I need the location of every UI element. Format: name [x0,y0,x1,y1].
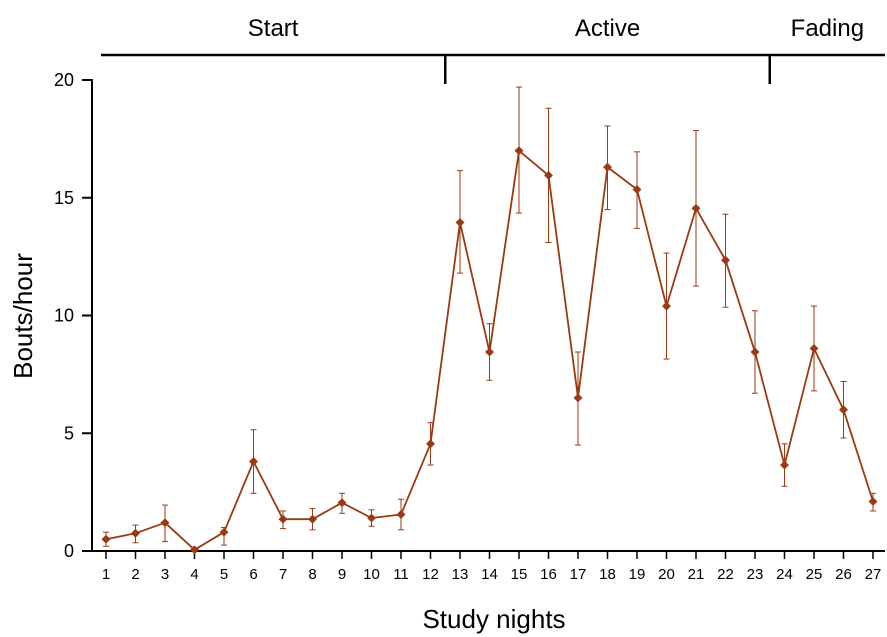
x-tick-label: 22 [717,566,734,583]
data-point [868,496,878,507]
x-tick-label: 26 [835,566,852,583]
x-tick-label: 21 [688,566,705,583]
x-tick-label: 2 [131,566,139,583]
data-point [219,527,229,537]
x-tick-label: 18 [599,566,616,583]
data-point [160,518,170,528]
data-point [425,439,436,449]
data-point [337,498,347,508]
x-tick-label: 14 [481,566,498,583]
y-tick-label: 15 [54,188,74,208]
data-point [130,528,141,538]
data-point [101,534,111,544]
x-tick-label: 3 [161,566,169,583]
data-point [809,343,819,354]
x-tick-label: 13 [452,566,469,583]
phase-label: Start [248,15,299,42]
data-point [691,203,701,213]
x-tick-label: 5 [220,566,228,583]
data-point [750,347,760,357]
x-tick-label: 9 [338,566,346,583]
y-tick-label: 5 [64,423,74,443]
data-point [396,509,406,520]
x-tick-label: 20 [658,566,675,583]
y-tick-label: 20 [54,70,74,90]
data-point [484,347,495,357]
x-tick-label: 16 [540,566,557,583]
y-axis-title: Bouts/hour [8,253,38,379]
x-tick-label: 25 [806,566,823,583]
x-tick-label: 6 [249,566,257,583]
x-tick-label: 27 [865,566,882,583]
x-tick-label: 24 [776,566,793,583]
data-point [838,405,849,415]
x-tick-label: 23 [747,566,764,583]
data-point [455,217,465,228]
x-tick-label: 7 [279,566,287,583]
x-tick-label: 1 [102,566,110,583]
y-tick-label: 10 [54,306,74,326]
data-point [720,255,731,265]
x-tick-label: 17 [570,566,587,583]
y-tick-label: 0 [64,541,74,561]
data-point [366,513,377,523]
x-tick-label: 10 [363,566,380,583]
data-points [101,146,878,555]
data-point [602,162,613,172]
x-axis-title: Study nights [422,604,565,634]
data-point [779,460,790,470]
data-point [278,514,288,524]
x-tick-label: 15 [511,566,528,583]
data-point [514,146,524,156]
data-point [307,514,318,524]
x-tick-label: 11 [393,566,409,583]
phase-bar: Start Active Fading [101,15,885,84]
data-point [189,545,200,555]
data-point [248,456,259,467]
data-point [661,301,672,311]
phase-label: Fading [791,15,864,42]
data-point [543,170,554,180]
error-bars [103,86,876,551]
x-tick-label: 8 [308,566,316,583]
x-tick-label: 19 [629,566,646,583]
phase-label: Active [575,15,640,42]
x-tick-label: 4 [190,566,198,583]
data-point [632,184,642,195]
x-tick-label: 12 [422,566,439,583]
data-point [573,393,583,403]
